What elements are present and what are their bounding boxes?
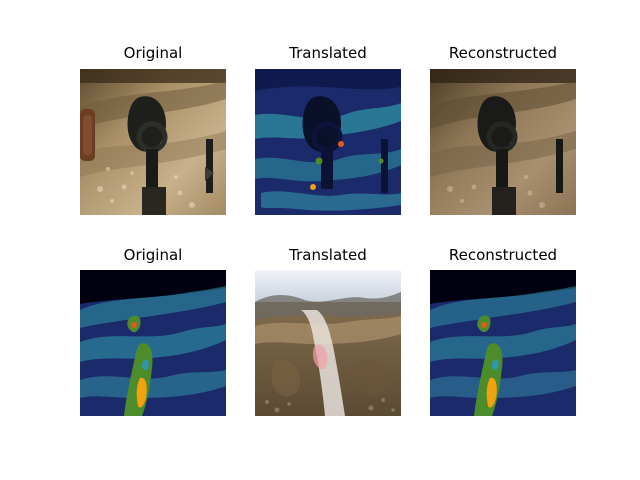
translated-image-1 — [255, 69, 401, 215]
translated-image-2 — [255, 270, 401, 416]
panel-title: Original — [123, 246, 183, 264]
panel-title: Reconstructed — [448, 246, 558, 264]
panel-title: Reconstructed — [448, 44, 558, 62]
panel-title: Original — [123, 44, 183, 62]
panel-title: Translated — [289, 44, 367, 62]
original-image-2 — [80, 270, 226, 416]
reconstructed-image-1 — [430, 69, 576, 215]
original-image-1 — [80, 69, 226, 215]
reconstructed-image-2 — [430, 270, 576, 416]
panel-title: Translated — [289, 246, 367, 264]
